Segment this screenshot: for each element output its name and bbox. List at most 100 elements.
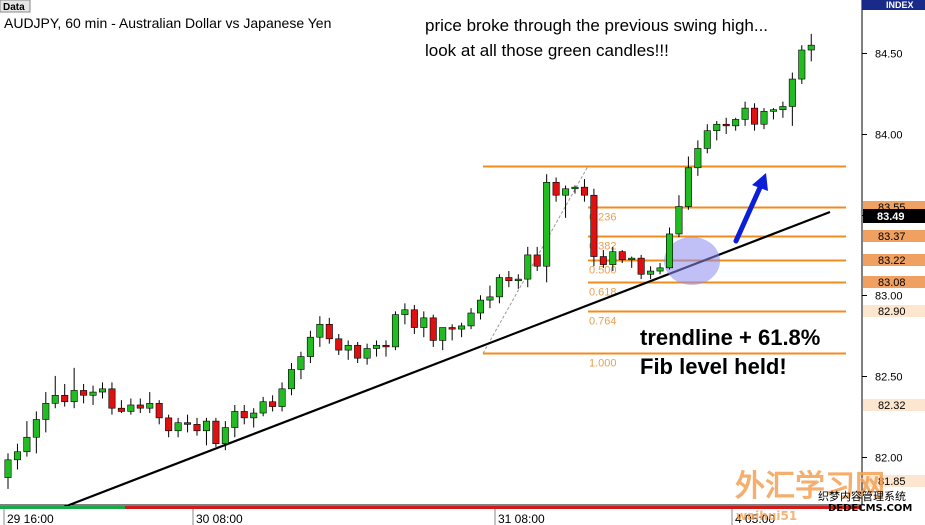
bearish-candle [335,338,343,351]
price-axis: 82.0082.5083.0083.5084.0084.5083.5583.37… [862,0,925,505]
support-highlight-ellipse [664,237,720,285]
price-tag-label: 83.08 [878,277,906,289]
index-badge [862,0,925,10]
chart-title: AUDJPY, 60 min - Australian Dollar vs Ja… [4,15,331,31]
bearish-candle [240,411,248,419]
bullish-candle [306,336,314,357]
bullish-candle [99,388,107,393]
bullish-candle [42,403,50,420]
highlight-group [664,237,720,285]
bullish-candle [146,403,154,409]
current-price-tag [863,209,925,223]
bullish-candle [647,270,655,275]
bullish-candle [694,148,702,169]
bullish-candle [32,419,40,438]
watermark-site: DEDECMS.COM [828,503,912,514]
x-tick-label: 4 05:00 [735,512,775,525]
bullish-candle [401,309,409,315]
price-tag-label: 83.22 [878,255,906,267]
price-tag-label: 81.85 [878,476,906,488]
bullish-candle [571,186,579,190]
bullish-candle [495,277,503,298]
bearish-candle [429,317,437,341]
price-tag-label: 83.37 [878,231,906,243]
y-tick-label: 82.50 [875,372,903,384]
bullish-candle [316,323,324,338]
bullish-candle [741,107,749,120]
bearish-candle [155,403,163,419]
bullish-candle [684,167,692,207]
bullish-candle [278,388,286,407]
bullish-candle [420,317,428,328]
bullish-candle [363,348,371,359]
bullish-candle [656,267,664,272]
annotations: Data AUDJPY, 60 min - Australian Dollar v… [0,0,925,379]
time-axis: 29 16:00 30 08:00 31 08:00 4 05:00 [0,505,862,525]
index-badge-label: INDEX [886,0,914,10]
bearish-candle [354,344,362,359]
bearish-candle [136,404,144,409]
bearish-candle [80,390,88,396]
watermark-logo: 外汇学习网 [735,469,885,504]
grid [0,0,863,506]
price-tag [863,254,925,266]
data-tab [0,0,31,13]
bullish-candle [231,411,239,428]
bullish-candle [287,369,295,390]
bullish-candle [391,314,399,348]
bearish-candle [637,257,645,275]
bullish-candle [703,130,711,149]
y-tick-label: 84.50 [875,49,903,61]
bullish-candle [297,356,305,370]
price-tag [863,305,925,317]
bearish-candle [108,388,116,409]
bullish-candle [259,401,267,414]
bullish-candle [713,123,721,131]
watermark-url: waihui51 [736,509,797,523]
bearish-candle [751,107,759,125]
bullish-candle [89,391,97,396]
bullish-candle [23,436,31,453]
annotation-breakout-line1: price broke through the previous swing h… [425,16,768,35]
bearish-candle [117,407,125,412]
data-tab-label: Data [3,2,25,13]
bearish-candle [533,254,541,267]
annotation-fib-line1: trendline + 61.8% [640,325,820,350]
bullish-candle [13,451,21,461]
bullish-candle [202,420,210,432]
bearish-candle [448,327,456,330]
bearish-candle [505,277,513,282]
bearish-candle [618,251,626,261]
bullish-candle [675,206,683,235]
watermark-cms: 织梦内容管理系统 [818,489,906,503]
bullish-candle [665,233,673,269]
annotation-breakout-line2: look at all those green candles!!! [425,41,669,60]
bearish-candle [325,323,333,340]
bearish-candle [61,394,69,403]
price-tag [863,475,925,487]
session-strip [0,506,125,509]
y-tick-label: 83.00 [875,291,903,303]
bullish-candle [807,44,815,51]
price-tag [863,230,925,242]
bullish-candle [476,299,484,314]
bullish-candle [798,49,806,80]
y-tick-label: 84.00 [875,130,903,142]
bearish-candle [184,422,192,425]
bullish-candle [458,325,466,330]
x-tick-label: 29 16:00 [7,512,54,525]
x-tick-label: 31 08:00 [498,512,545,525]
bullish-candle [543,182,551,267]
bullish-candle [514,278,522,282]
bullish-candle [609,251,617,265]
bullish-candle [732,119,740,127]
bearish-candle [382,344,390,348]
session-strip [125,506,862,509]
bullish-candle [788,78,796,107]
bullish-candle [51,394,59,404]
bullish-candle [4,459,12,478]
bullish-candle [486,296,494,301]
